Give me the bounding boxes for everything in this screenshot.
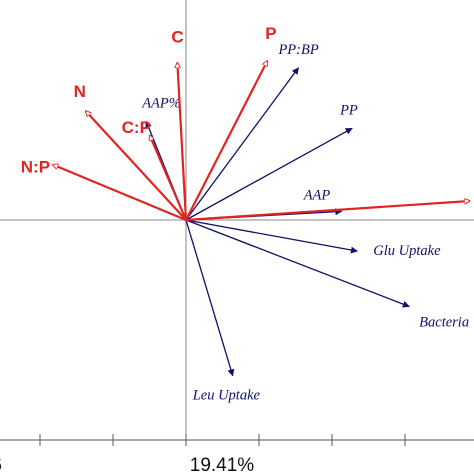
environment-vector-n bbox=[86, 111, 187, 221]
environment-vectors: P C N C:P N:P bbox=[21, 24, 470, 222]
response-label-aap: AAP% bbox=[141, 95, 181, 111]
response-vector-bacteria bbox=[185, 219, 410, 308]
environment-label-c-p: C:P bbox=[122, 118, 151, 137]
response-vector-pp-bp bbox=[185, 67, 299, 221]
x-tick-label-left: 6 bbox=[0, 455, 2, 474]
response-vector-pp bbox=[185, 127, 353, 221]
response-label-glu-uptake: Glu Uptake bbox=[373, 243, 441, 259]
response-vectors: PP:BP AAP% PP AAP Glu Uptake Bacteria Leu Upta… bbox=[141, 42, 469, 404]
response-label-pp: PP bbox=[339, 102, 358, 118]
response-label-leu-uptake: Leu Uptake bbox=[192, 388, 261, 404]
environment-label-c: C bbox=[171, 28, 183, 47]
environment-label-p: P bbox=[265, 24, 276, 43]
response-vector-glu-uptake bbox=[185, 219, 358, 254]
response-label-bacteria: Bacteria bbox=[419, 315, 469, 331]
environment-label-n: N bbox=[74, 82, 86, 101]
environment-vector-c-p bbox=[150, 135, 188, 221]
environment-vector-n-p bbox=[53, 165, 187, 222]
environment-label-n-p: N:P bbox=[21, 158, 50, 177]
environment-vector-unlabeled bbox=[185, 201, 470, 222]
environment-vector-c bbox=[177, 63, 188, 221]
x-tick-label-center: 19.41% bbox=[190, 455, 255, 474]
environment-vector-p bbox=[185, 61, 269, 221]
response-label-aap: AAP bbox=[303, 187, 331, 203]
response-vector-leu-uptake bbox=[185, 219, 235, 377]
response-label-pp-bp: PP:BP bbox=[277, 42, 318, 58]
